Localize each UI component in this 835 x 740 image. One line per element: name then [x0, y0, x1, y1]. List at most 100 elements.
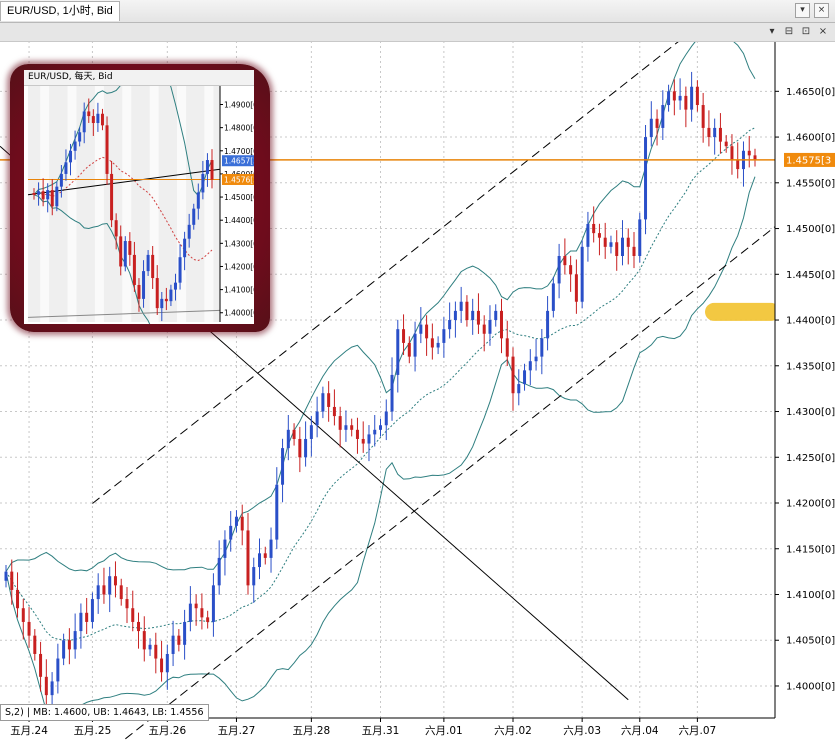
hourly-candle: [540, 338, 544, 357]
hourly-candle: [142, 631, 146, 650]
hourly-candle: [96, 585, 100, 600]
hourly-candle: [499, 310, 503, 339]
inset-week-column: [40, 86, 50, 322]
hourly-candle: [281, 448, 285, 485]
daily-candle: [37, 191, 41, 195]
bollinger-upper-band: [5, 30, 756, 572]
hourly-candle: [321, 393, 325, 412]
inset-y-tick-label: 1.4500[0: [224, 193, 254, 202]
hourly-candle: [517, 384, 521, 394]
hourly-candle: [246, 530, 250, 586]
hourly-candle: [361, 438, 365, 444]
hourly-candle: [592, 223, 596, 234]
hourly-candle: [465, 301, 469, 321]
hourly-candle: [183, 621, 187, 645]
close-chart-icon[interactable]: ×: [818, 26, 828, 37]
inset-y-axis-area: [220, 86, 254, 322]
chart-window-buttons: ▾ ⊟ ⊡ ×: [766, 25, 829, 38]
hourly-candle: [4, 571, 8, 581]
daily-candle: [160, 298, 164, 309]
chart-tab[interactable]: EUR/USD, 1小时, Bid: [0, 1, 120, 21]
hourly-candle: [269, 539, 273, 558]
hourly-candle: [113, 576, 117, 586]
hourly-candle: [609, 242, 613, 247]
y-tick-label: 1.4050[0]: [786, 636, 835, 647]
hourly-candle: [753, 155, 757, 160]
hourly-candle: [667, 91, 671, 106]
hourly-candle: [355, 429, 359, 439]
hourly-candle: [574, 274, 578, 302]
daily-candle: [41, 191, 45, 200]
y-tick-label: 1.4150[0]: [786, 544, 835, 555]
daily-candle: [32, 193, 36, 195]
inset-week-column: [67, 86, 77, 322]
hourly-candle: [298, 438, 302, 458]
chevron-down-icon[interactable]: ▾: [795, 3, 810, 18]
daily-candle: [82, 111, 86, 133]
hourly-candle: [206, 617, 210, 622]
hourly-candle: [701, 105, 705, 128]
hourly-candle: [620, 237, 624, 256]
hourly-candle: [90, 599, 94, 622]
daily-candle: [183, 238, 187, 258]
hourly-candle: [350, 425, 354, 430]
daily-candle: [173, 282, 177, 290]
hourly-candle: [367, 434, 371, 444]
hourly-candle: [453, 310, 457, 321]
daily-inset-chart[interactable]: 1.4900[01.4800[01.4700[01.4600[01.4500[0…: [24, 70, 254, 324]
daily-candle: [119, 236, 123, 267]
inset-y-tick-label: 1.4800[0: [224, 124, 254, 133]
daily-candle: [123, 241, 127, 267]
x-tick-label: 五月.27: [218, 725, 256, 737]
hourly-candle: [125, 599, 129, 609]
hourly-candle: [373, 429, 377, 435]
y-tick-label: 1.4000[0]: [786, 681, 835, 692]
regression-channel-line: [123, 210, 796, 740]
daily-candle: [64, 162, 68, 174]
x-tick-label: 五月.26: [148, 725, 186, 737]
inset-week-column: [204, 86, 214, 322]
inset-bollinger-lower: [33, 194, 151, 324]
hourly-candle: [586, 223, 590, 247]
hourly-candle: [644, 137, 648, 220]
hourly-candle: [551, 283, 555, 311]
hourly-candle: [188, 603, 192, 622]
inset-y-tick-label: 1.4300[0: [224, 239, 254, 248]
hourly-candle: [148, 644, 152, 650]
hourly-candle: [546, 310, 550, 339]
hourly-candle: [494, 310, 498, 321]
minimize-icon[interactable]: ⊟: [784, 26, 794, 37]
inset-price-tag: [222, 173, 254, 185]
daily-candle: [169, 289, 173, 302]
hourly-candle: [448, 320, 452, 330]
hourly-candle: [430, 338, 434, 348]
hourly-candle: [344, 425, 348, 430]
daily-candle: [114, 220, 118, 237]
hourly-candle: [304, 438, 308, 458]
restore-icon[interactable]: ⊡: [801, 26, 811, 37]
hourly-candle: [234, 516, 238, 526]
y-tick-label: 1.4250[0]: [786, 453, 835, 464]
hourly-candle: [569, 265, 573, 275]
hourly-candle: [286, 429, 290, 449]
hourly-candle: [655, 118, 659, 128]
hourly-candle: [718, 127, 722, 142]
hourly-candle: [459, 301, 463, 311]
hourly-candle: [471, 310, 475, 321]
hourly-candle: [119, 585, 123, 600]
hourly-candle: [275, 484, 279, 540]
hourly-candle: [597, 233, 601, 238]
y-tick-label: 1.4450[0]: [786, 270, 835, 281]
window-buttons: ▾ ×: [795, 3, 829, 18]
dropdown-icon[interactable]: ▾: [769, 26, 775, 37]
close-icon[interactable]: ×: [814, 3, 829, 18]
daily-candle: [87, 111, 91, 117]
inset-week-column: [122, 86, 132, 322]
hourly-candle: [154, 644, 158, 659]
hourly-candle: [56, 658, 60, 682]
inset-week-column: [94, 86, 104, 322]
hourly-candle: [27, 621, 31, 636]
inset-y-tick-label: 1.4200[0: [224, 262, 254, 271]
hourly-candle: [315, 411, 319, 426]
hourly-candle: [436, 342, 440, 348]
